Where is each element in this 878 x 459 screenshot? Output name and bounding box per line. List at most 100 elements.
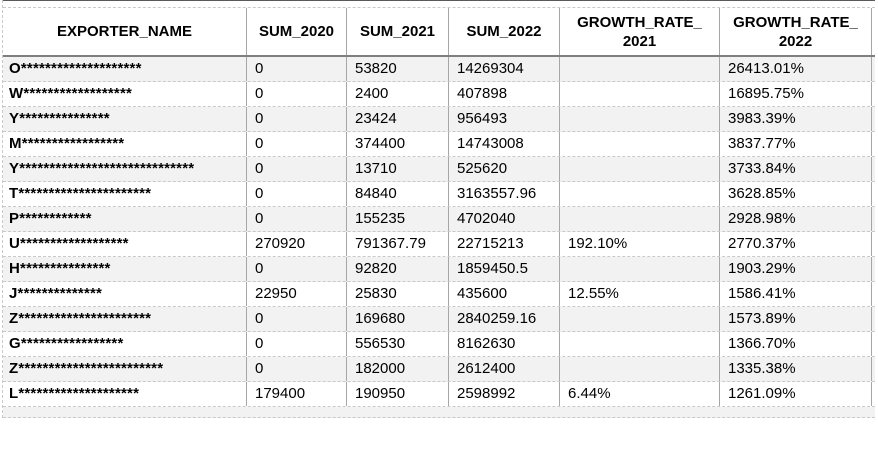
cell-sum-2020[interactable]: 0 — [247, 82, 347, 106]
table-row: U****************** 270920 791367.79 227… — [3, 232, 875, 257]
exporters-table: EXPORTER_NAME SUM_2020 SUM_2021 SUM_2022… — [2, 0, 875, 418]
cell-growth-rate-2022[interactable]: 1586.41% — [720, 282, 872, 306]
cell-growth-rate-2021[interactable] — [560, 182, 720, 206]
cell-sum-2022[interactable]: 14743008 — [449, 132, 560, 156]
cell-growth-rate-2022[interactable]: 2770.37% — [720, 232, 872, 256]
cell-sum-2022[interactable]: 22715213 — [449, 232, 560, 256]
cell-sum-2020[interactable]: 0 — [247, 207, 347, 231]
cell-sum-2021[interactable]: 556530 — [347, 332, 449, 356]
cell-sum-2022[interactable]: 2598992 — [449, 382, 560, 406]
cell-exporter-name[interactable]: O******************** — [3, 57, 247, 81]
table-row: W****************** 0 2400 407898 16895.… — [3, 82, 875, 107]
cell-growth-rate-2022[interactable]: 2928.98% — [720, 207, 872, 231]
cell-sum-2022[interactable]: 1859450.5 — [449, 257, 560, 281]
cell-growth-rate-2021[interactable] — [560, 157, 720, 181]
table-row: P************ 0 155235 4702040 2928.98% — [3, 207, 875, 232]
cell-sum-2020[interactable]: 0 — [247, 157, 347, 181]
cell-sum-2020[interactable]: 0 — [247, 57, 347, 81]
cell-growth-rate-2022[interactable]: 3733.84% — [720, 157, 872, 181]
cell-growth-rate-2021[interactable] — [560, 57, 720, 81]
cell-growth-rate-2021[interactable] — [560, 82, 720, 106]
cell-exporter-name[interactable]: T********************** — [3, 182, 247, 206]
cell-exporter-name[interactable]: W****************** — [3, 82, 247, 106]
header-growth-rate-2022: GROWTH_RATE_ 2022 — [720, 8, 872, 55]
cell-sum-2020[interactable]: 0 — [247, 182, 347, 206]
cell-sum-2022[interactable]: 525620 — [449, 157, 560, 181]
cell-growth-rate-2022[interactable]: 1903.29% — [720, 257, 872, 281]
cell-exporter-name[interactable]: Z********************** — [3, 307, 247, 331]
cell-exporter-name[interactable]: U****************** — [3, 232, 247, 256]
header-label: GROWTH_RATE_ — [733, 13, 858, 31]
cell-sum-2021[interactable]: 190950 — [347, 382, 449, 406]
cell-sum-2021[interactable]: 374400 — [347, 132, 449, 156]
cell-exporter-name[interactable]: M***************** — [3, 132, 247, 156]
cell-sum-2020[interactable]: 0 — [247, 307, 347, 331]
cell-growth-rate-2021[interactable] — [560, 207, 720, 231]
table-row: G***************** 0 556530 8162630 1366… — [3, 332, 875, 357]
cell-exporter-name[interactable]: Z************************ — [3, 357, 247, 381]
cell-sum-2020[interactable]: 179400 — [247, 382, 347, 406]
cell-sum-2021[interactable]: 182000 — [347, 357, 449, 381]
cell-sum-2020[interactable]: 270920 — [247, 232, 347, 256]
cell-sum-2022[interactable]: 14269304 — [449, 57, 560, 81]
clipped-row-above — [3, 0, 875, 8]
cell-sum-2020[interactable]: 0 — [247, 132, 347, 156]
cell-growth-rate-2021[interactable] — [560, 332, 720, 356]
header-label: SUM_2021 — [359, 23, 436, 40]
header-label-line2: 2021 — [622, 32, 657, 50]
cell-sum-2020[interactable]: 0 — [247, 357, 347, 381]
cell-sum-2022[interactable]: 407898 — [449, 82, 560, 106]
table-row: Z********************** 0 169680 2840259… — [3, 307, 875, 332]
cell-exporter-name[interactable]: L******************** — [3, 382, 247, 406]
cell-growth-rate-2021[interactable] — [560, 307, 720, 331]
cell-growth-rate-2021[interactable]: 192.10% — [560, 232, 720, 256]
cell-sum-2022[interactable]: 2612400 — [449, 357, 560, 381]
table-row: O******************** 0 53820 14269304 2… — [3, 57, 875, 82]
cell-sum-2021[interactable]: 53820 — [347, 57, 449, 81]
cell-growth-rate-2021[interactable] — [560, 257, 720, 281]
cell-growth-rate-2022[interactable]: 16895.75% — [720, 82, 872, 106]
cell-exporter-name[interactable]: P************ — [3, 207, 247, 231]
cell-growth-rate-2022[interactable]: 26413.01% — [720, 57, 872, 81]
cell-sum-2021[interactable]: 791367.79 — [347, 232, 449, 256]
cell-sum-2020[interactable]: 0 — [247, 107, 347, 131]
cell-growth-rate-2021[interactable] — [560, 357, 720, 381]
cell-sum-2021[interactable]: 13710 — [347, 157, 449, 181]
cell-growth-rate-2021[interactable] — [560, 132, 720, 156]
cell-sum-2022[interactable]: 4702040 — [449, 207, 560, 231]
cell-exporter-name[interactable]: G***************** — [3, 332, 247, 356]
cell-sum-2020[interactable]: 0 — [247, 332, 347, 356]
cell-sum-2022[interactable]: 435600 — [449, 282, 560, 306]
cell-growth-rate-2022[interactable]: 1573.89% — [720, 307, 872, 331]
cell-sum-2021[interactable]: 84840 — [347, 182, 449, 206]
cell-exporter-name[interactable]: J************** — [3, 282, 247, 306]
cell-exporter-name[interactable]: Y***************************** — [3, 157, 247, 181]
cell-sum-2021[interactable]: 169680 — [347, 307, 449, 331]
cell-growth-rate-2021[interactable] — [560, 107, 720, 131]
cell-sum-2021[interactable]: 2400 — [347, 82, 449, 106]
cell-exporter-name[interactable]: H*************** — [3, 257, 247, 281]
cell-sum-2021[interactable]: 25830 — [347, 282, 449, 306]
cell-growth-rate-2022[interactable]: 3837.77% — [720, 132, 872, 156]
cell-sum-2022[interactable]: 3163557.96 — [449, 182, 560, 206]
header-label: EXPORTER_NAME — [56, 23, 193, 40]
cell-sum-2021[interactable]: 23424 — [347, 107, 449, 131]
header-label: GROWTH_RATE_ — [577, 13, 702, 31]
cell-sum-2021[interactable]: 92820 — [347, 257, 449, 281]
cell-growth-rate-2022[interactable]: 3628.85% — [720, 182, 872, 206]
cell-growth-rate-2021[interactable]: 12.55% — [560, 282, 720, 306]
cell-growth-rate-2022[interactable]: 3983.39% — [720, 107, 872, 131]
table-row: Z************************ 0 182000 26124… — [3, 357, 875, 382]
cell-sum-2020[interactable]: 22950 — [247, 282, 347, 306]
cell-sum-2022[interactable]: 8162630 — [449, 332, 560, 356]
cell-exporter-name[interactable]: Y*************** — [3, 107, 247, 131]
cell-growth-rate-2021[interactable]: 6.44% — [560, 382, 720, 406]
cell-growth-rate-2022[interactable]: 1335.38% — [720, 357, 872, 381]
cell-sum-2022[interactable]: 2840259.16 — [449, 307, 560, 331]
cell-sum-2021[interactable]: 155235 — [347, 207, 449, 231]
cell-growth-rate-2022[interactable]: 1261.09% — [720, 382, 872, 406]
cell-sum-2022[interactable]: 956493 — [449, 107, 560, 131]
cell-growth-rate-2022[interactable]: 1366.70% — [720, 332, 872, 356]
cell-sum-2020[interactable]: 0 — [247, 257, 347, 281]
